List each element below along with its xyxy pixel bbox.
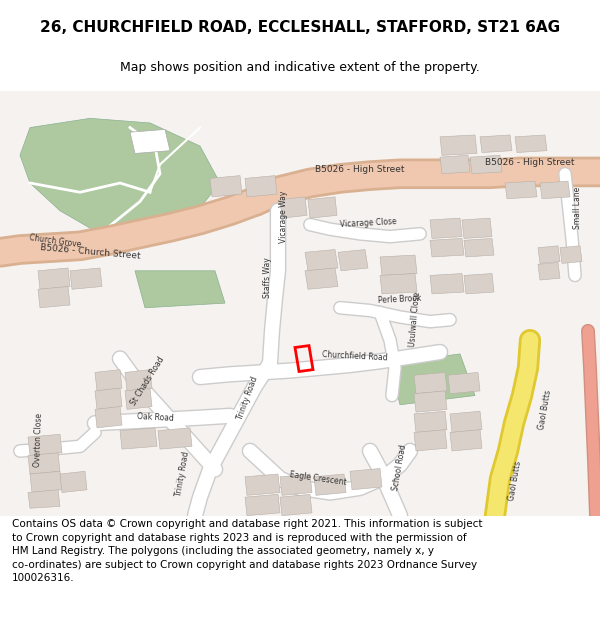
Polygon shape bbox=[505, 181, 537, 199]
Polygon shape bbox=[390, 354, 475, 405]
Polygon shape bbox=[210, 176, 242, 197]
Text: Overton Close: Overton Close bbox=[32, 412, 43, 467]
Text: B5026 - High Street: B5026 - High Street bbox=[315, 165, 405, 174]
Polygon shape bbox=[28, 434, 62, 456]
Polygon shape bbox=[440, 135, 477, 155]
Polygon shape bbox=[515, 135, 547, 152]
Polygon shape bbox=[280, 474, 312, 495]
Polygon shape bbox=[135, 271, 225, 308]
Polygon shape bbox=[120, 428, 157, 449]
Text: Church Grove: Church Grove bbox=[29, 234, 82, 250]
Text: B5026 - High Street: B5026 - High Street bbox=[485, 158, 575, 166]
Polygon shape bbox=[470, 155, 502, 174]
Polygon shape bbox=[414, 411, 447, 432]
Text: B5026 - Church Street: B5026 - Church Street bbox=[40, 243, 140, 261]
Polygon shape bbox=[430, 274, 464, 294]
Text: Eagle Crescent: Eagle Crescent bbox=[289, 470, 347, 487]
Polygon shape bbox=[38, 268, 70, 289]
Polygon shape bbox=[60, 471, 87, 492]
Polygon shape bbox=[28, 452, 60, 474]
Polygon shape bbox=[448, 372, 480, 394]
Polygon shape bbox=[280, 197, 307, 218]
Polygon shape bbox=[280, 494, 312, 516]
Text: Oak Road: Oak Road bbox=[136, 412, 173, 423]
Text: Trinity Road: Trinity Road bbox=[175, 451, 191, 498]
Polygon shape bbox=[430, 218, 462, 239]
Text: Gaol Butts: Gaol Butts bbox=[537, 389, 553, 430]
Polygon shape bbox=[462, 218, 492, 239]
Text: School Road: School Road bbox=[391, 444, 409, 492]
Text: Contains OS data © Crown copyright and database right 2021. This information is : Contains OS data © Crown copyright and d… bbox=[12, 519, 482, 583]
Polygon shape bbox=[314, 474, 346, 495]
Polygon shape bbox=[414, 372, 447, 394]
Polygon shape bbox=[540, 181, 570, 199]
Polygon shape bbox=[430, 239, 464, 257]
Text: Vicarage Close: Vicarage Close bbox=[340, 217, 397, 229]
Polygon shape bbox=[158, 428, 192, 449]
Polygon shape bbox=[380, 274, 417, 294]
Polygon shape bbox=[308, 197, 337, 218]
Polygon shape bbox=[130, 129, 170, 154]
Text: Trinity Road: Trinity Road bbox=[236, 375, 260, 421]
Polygon shape bbox=[245, 474, 280, 495]
Polygon shape bbox=[28, 490, 60, 508]
Polygon shape bbox=[450, 430, 482, 451]
Polygon shape bbox=[95, 369, 122, 391]
Text: Usulwall Close: Usulwall Close bbox=[408, 291, 422, 347]
Polygon shape bbox=[20, 118, 220, 239]
Polygon shape bbox=[125, 369, 152, 391]
Polygon shape bbox=[338, 249, 368, 271]
Text: Staffs Way: Staffs Way bbox=[263, 257, 272, 298]
Polygon shape bbox=[305, 268, 338, 289]
Polygon shape bbox=[95, 407, 122, 428]
Text: Map shows position and indicative extent of the property.: Map shows position and indicative extent… bbox=[120, 61, 480, 74]
Text: Small Lane: Small Lane bbox=[574, 187, 583, 229]
Polygon shape bbox=[464, 239, 494, 257]
Polygon shape bbox=[440, 155, 470, 174]
Polygon shape bbox=[95, 388, 122, 409]
Polygon shape bbox=[305, 249, 338, 271]
Polygon shape bbox=[464, 274, 494, 294]
Text: St Chads Road: St Chads Road bbox=[130, 355, 167, 407]
Polygon shape bbox=[380, 255, 417, 276]
Polygon shape bbox=[125, 388, 152, 409]
Polygon shape bbox=[70, 268, 102, 289]
Polygon shape bbox=[538, 262, 560, 280]
Polygon shape bbox=[245, 176, 277, 197]
Polygon shape bbox=[38, 286, 70, 308]
Polygon shape bbox=[350, 469, 382, 490]
Text: Vicarage Way: Vicarage Way bbox=[278, 191, 287, 243]
Polygon shape bbox=[30, 471, 62, 492]
Polygon shape bbox=[450, 411, 482, 432]
Polygon shape bbox=[480, 135, 512, 152]
Polygon shape bbox=[538, 246, 560, 263]
Text: Perle Brook: Perle Brook bbox=[378, 294, 422, 305]
Polygon shape bbox=[414, 430, 447, 451]
Polygon shape bbox=[414, 391, 447, 412]
Polygon shape bbox=[560, 246, 582, 263]
Text: Churchfield Road: Churchfield Road bbox=[322, 350, 388, 362]
Polygon shape bbox=[245, 494, 280, 516]
Text: 26, CHURCHFIELD ROAD, ECCLESHALL, STAFFORD, ST21 6AG: 26, CHURCHFIELD ROAD, ECCLESHALL, STAFFO… bbox=[40, 19, 560, 34]
Text: Gaol Butts: Gaol Butts bbox=[507, 460, 523, 501]
